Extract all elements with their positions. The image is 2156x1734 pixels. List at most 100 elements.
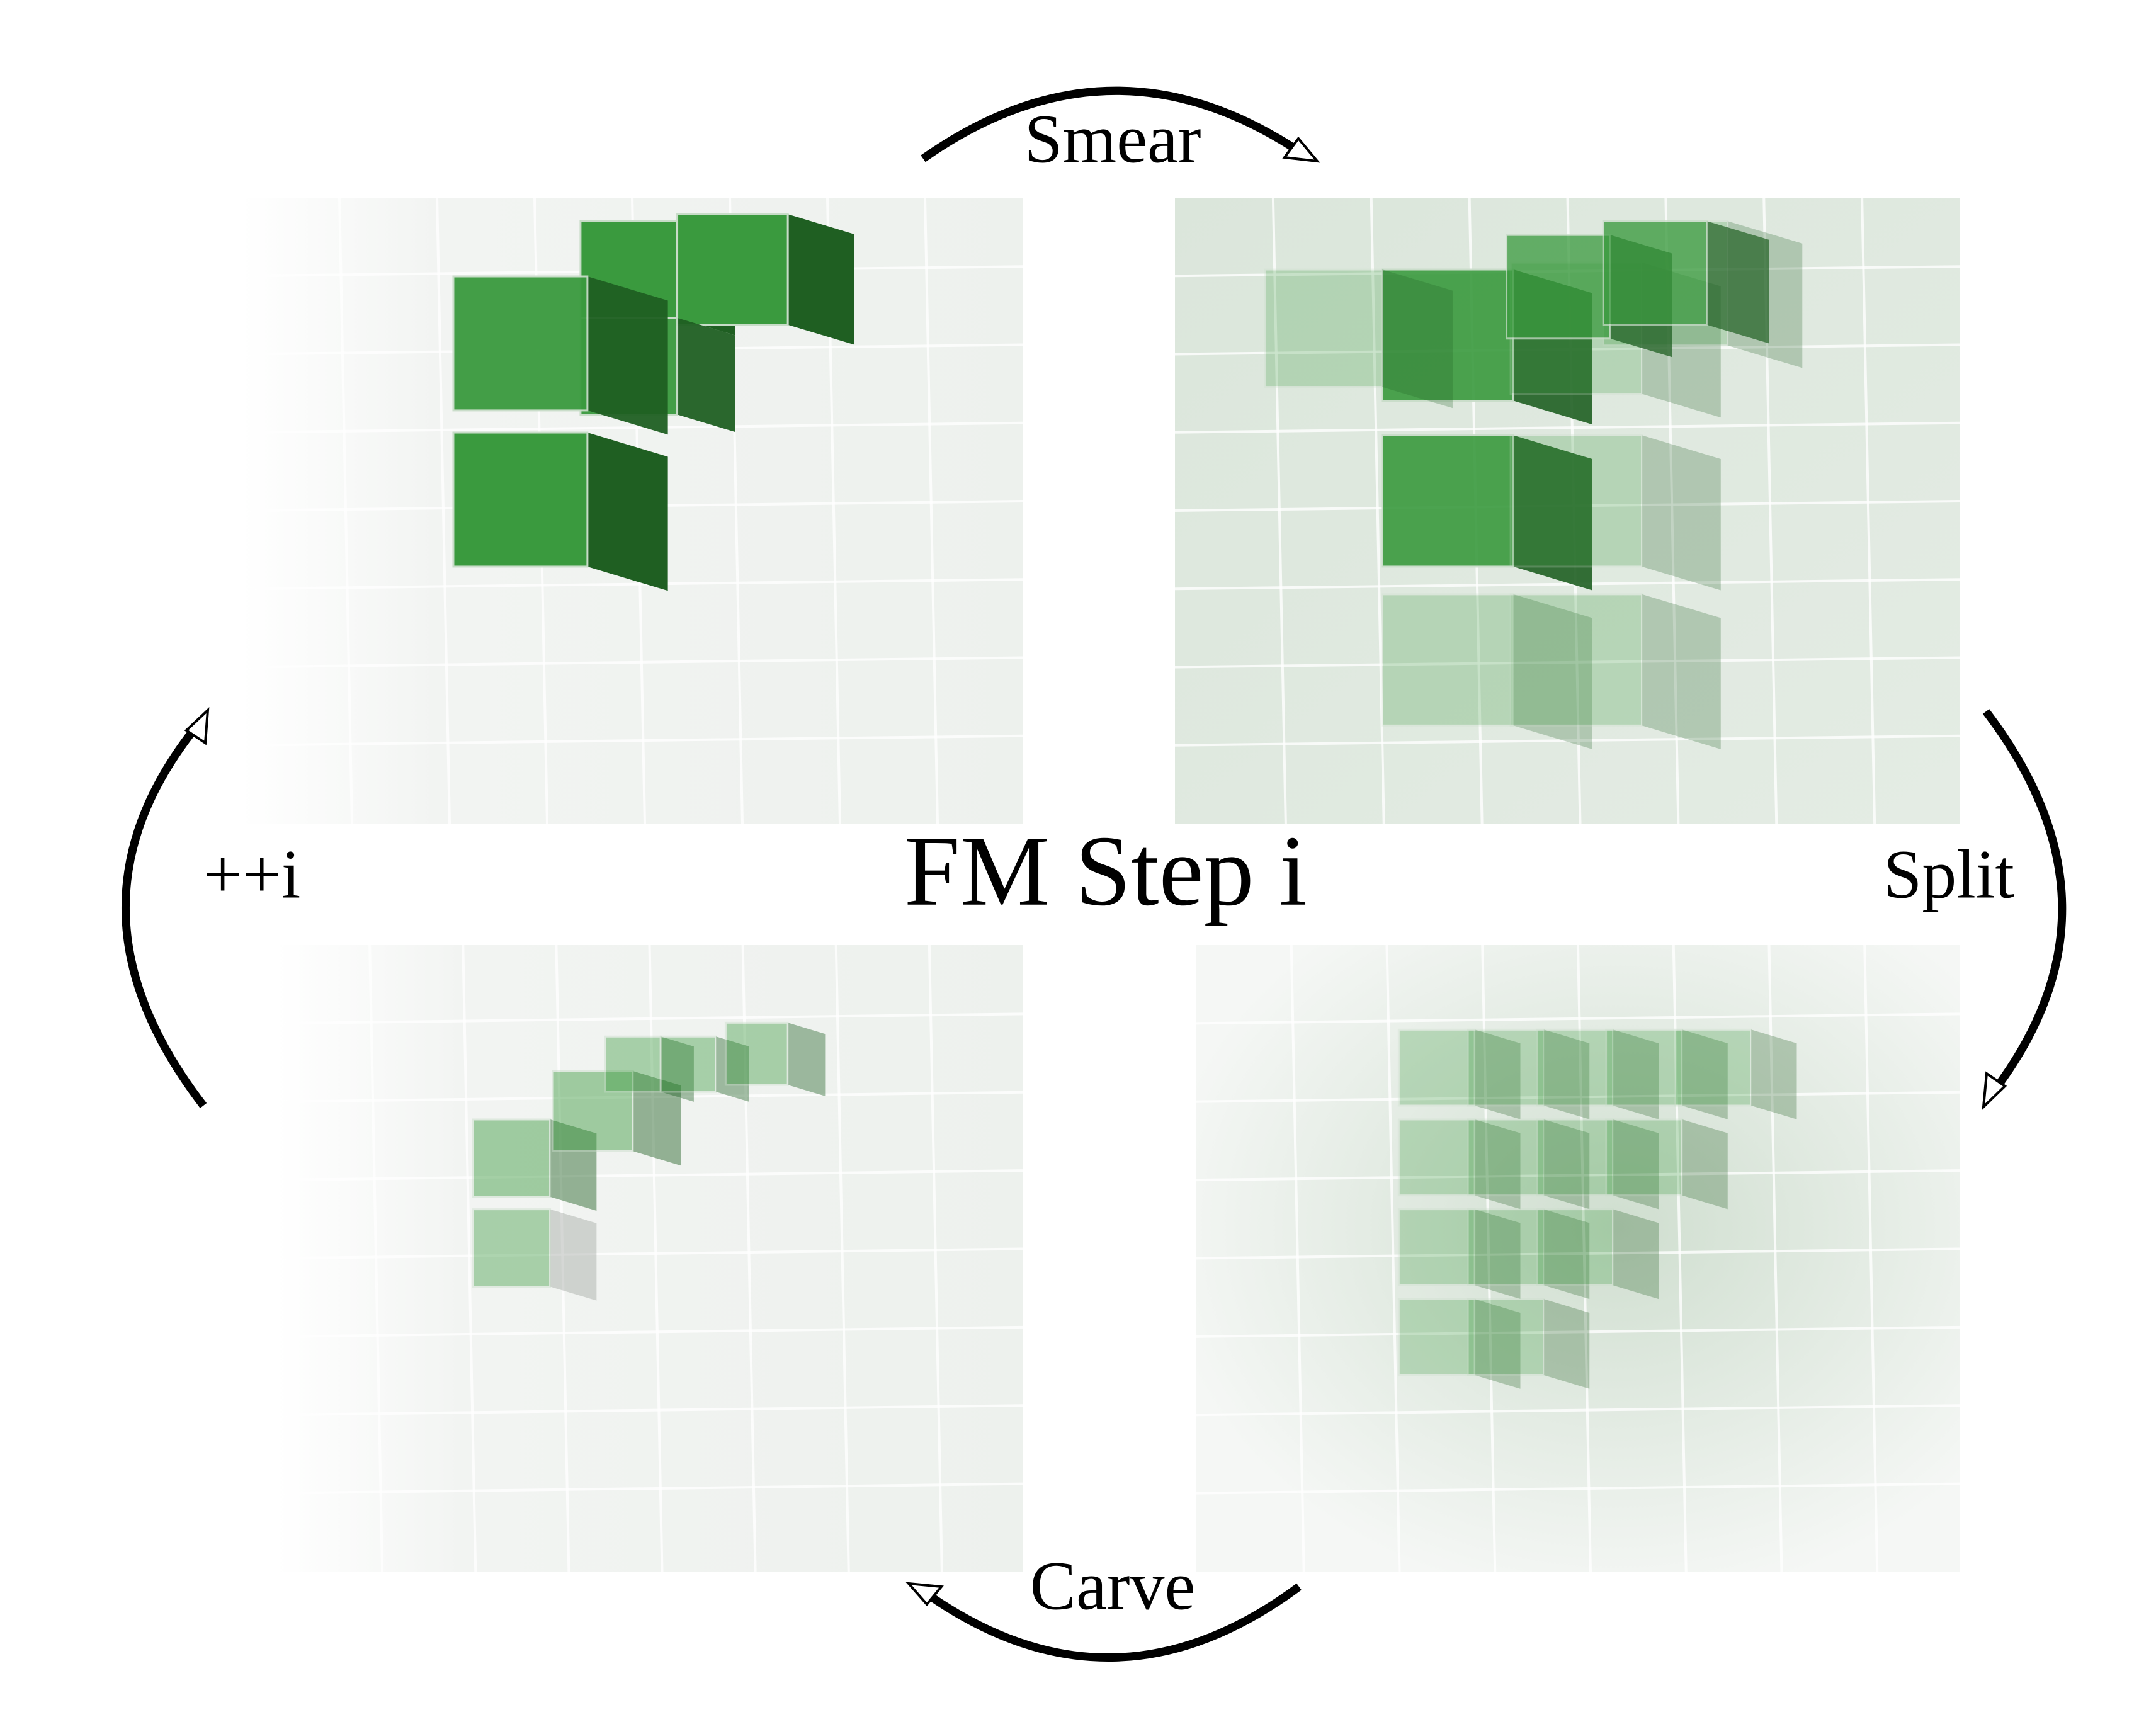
voxel-front [452, 275, 589, 412]
voxel-side [788, 1023, 826, 1096]
grid-line [555, 944, 570, 1572]
voxel-side [587, 433, 668, 591]
voxels [241, 197, 1961, 1572]
grid-line [1174, 656, 1961, 669]
grid-line [241, 421, 1023, 434]
voxel-side [1382, 269, 1453, 409]
grid-line [276, 1404, 1023, 1417]
grid-line [1174, 578, 1961, 591]
grid-line [241, 734, 1023, 747]
voxel-side [1751, 1029, 1797, 1119]
arrowhead [1982, 1071, 2007, 1111]
voxel-side [1475, 1299, 1521, 1389]
label-increment: ++i [203, 836, 301, 912]
arrow-split [1982, 709, 2067, 1095]
voxel-side [1642, 594, 1721, 749]
grid-line [1174, 734, 1961, 747]
voxel-side [1613, 1029, 1659, 1119]
voxel-side [1613, 1209, 1659, 1300]
voxel-side [1475, 1029, 1521, 1119]
voxel-side [1543, 1029, 1590, 1119]
voxel-side [1706, 221, 1769, 344]
voxel-side [1543, 1299, 1590, 1389]
arrow-carve [923, 1583, 1302, 1662]
label-carve: Carve [1030, 1547, 1196, 1624]
voxel-front [724, 1021, 789, 1086]
panel-carved [276, 945, 1023, 1572]
grid-line [1385, 944, 1401, 1572]
arrowhead [1282, 136, 1320, 163]
voxel-front [1674, 1028, 1752, 1107]
voxel-side [550, 1119, 597, 1211]
voxel-side [1682, 1119, 1728, 1210]
grid-line [1195, 1325, 1961, 1338]
voxel-side [716, 1036, 749, 1102]
voxel-front [472, 1208, 552, 1288]
voxel-front [1381, 434, 1515, 568]
grid-line [1481, 944, 1497, 1572]
voxel-side [677, 317, 735, 433]
voxel-front [552, 1070, 634, 1152]
voxel-side [1513, 594, 1592, 749]
grid-line [1195, 1482, 1961, 1495]
grid-line [1195, 1169, 1961, 1182]
arrow-increment [122, 721, 207, 1108]
voxel-side [1475, 1119, 1521, 1210]
voxel-side [633, 1071, 681, 1166]
voxel-front [659, 1035, 717, 1093]
arrow-smear [921, 86, 1306, 162]
grid-line [1174, 421, 1961, 434]
voxel-side [661, 1036, 694, 1102]
voxel-front [1509, 593, 1643, 727]
grid-line [276, 1012, 1023, 1025]
grid-line [1195, 1404, 1961, 1417]
voxel-side [1682, 1029, 1728, 1119]
grid-line [928, 944, 943, 1572]
voxel-front [1536, 1118, 1614, 1197]
voxel-front [1605, 1028, 1683, 1107]
grid-line [1767, 944, 1783, 1572]
voxel-side [1513, 435, 1592, 591]
voxel-front [1263, 268, 1383, 388]
voxel-front [1381, 593, 1515, 727]
grid-line [648, 944, 664, 1572]
grid-line [276, 1325, 1023, 1338]
voxel-front [1397, 1118, 1476, 1197]
voxel-front [1536, 1028, 1614, 1107]
grid-line [1861, 197, 1876, 824]
grid-line [741, 944, 757, 1572]
voxel-front [1467, 1208, 1545, 1286]
voxel-front [676, 213, 789, 326]
voxel-side [1475, 1209, 1521, 1300]
voxel-side [1543, 1119, 1590, 1210]
grid-line [1195, 1247, 1961, 1260]
panel-split [1196, 945, 1960, 1572]
grid-line [1195, 1012, 1961, 1025]
grid-line [276, 1482, 1023, 1495]
grid-line [924, 197, 939, 824]
arrowhead [184, 707, 210, 745]
voxel-front [1397, 1028, 1476, 1107]
grid-line [834, 944, 850, 1572]
voxel-front [604, 1035, 662, 1093]
voxel-front [1509, 434, 1643, 568]
voxel-front [1397, 1298, 1476, 1376]
voxel-front [1467, 1298, 1545, 1376]
grid-line [1577, 944, 1592, 1572]
center-title: FM Step i [904, 815, 1307, 927]
grid-line [368, 944, 384, 1572]
voxel-side [550, 1209, 597, 1301]
arrowhead [905, 1582, 944, 1607]
grid-line [1672, 944, 1688, 1572]
voxel-side [587, 276, 668, 435]
voxel-front [472, 1118, 552, 1198]
grid-line [241, 656, 1023, 669]
grid-line [1863, 944, 1879, 1572]
grid-line [276, 1169, 1023, 1182]
voxel-front [1506, 234, 1611, 340]
voxel-side [788, 214, 854, 345]
voxel-front [452, 431, 589, 568]
grid-line [276, 1091, 1023, 1103]
voxel-front [1467, 1118, 1545, 1197]
